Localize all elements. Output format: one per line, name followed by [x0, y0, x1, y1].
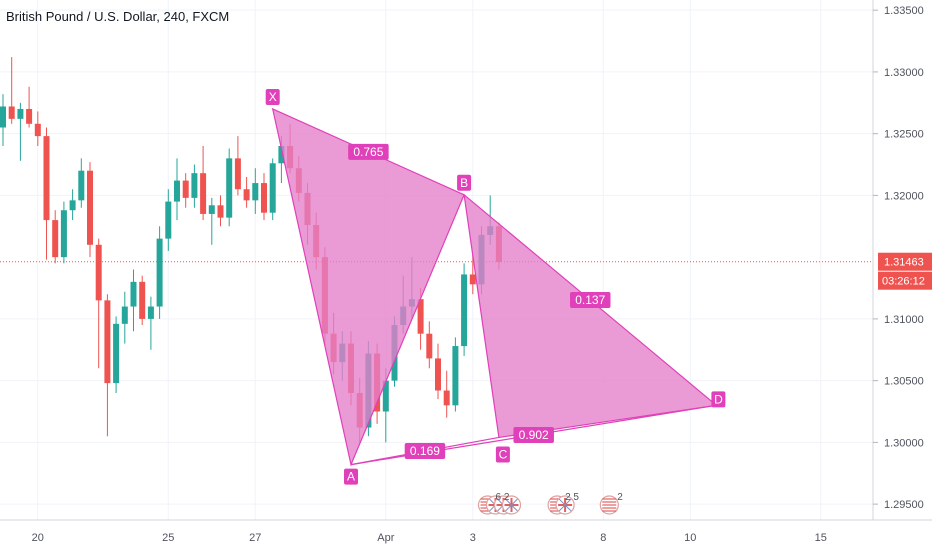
candle-body — [17, 108, 24, 119]
price-tick-label: 1.30000 — [884, 437, 924, 449]
candle-body — [234, 158, 241, 190]
event-count-label: 2 — [617, 492, 623, 503]
ratio-label: 0.137 — [575, 293, 605, 307]
time-tick-label: 15 — [815, 532, 827, 544]
candle-body — [200, 173, 207, 214]
pattern-point-label: A — [347, 470, 355, 484]
price-axis: 1.33500 1.33000 1.32500 1.32000 1.31000 1.305… — [873, 5, 924, 511]
candle-body — [417, 299, 424, 334]
candle-body — [243, 189, 250, 201]
price-tick-label: 1.31000 — [884, 314, 924, 326]
candle-body — [261, 183, 267, 213]
candle-body — [191, 173, 198, 198]
price-tick-label: 1.29500 — [884, 499, 924, 511]
time-axis: 20 25 27 Apr 3 8 10 15 — [32, 532, 827, 544]
ratio-label: 0.765 — [353, 145, 383, 159]
candle-body — [104, 300, 111, 384]
candle-body — [443, 390, 450, 406]
time-tick-label: 20 — [32, 532, 44, 544]
pattern-point-label: X — [269, 90, 277, 104]
candle-body — [382, 380, 389, 412]
last-price-marker: 1.31463 03:26:12 — [878, 252, 932, 290]
harmonic-pattern: 0.765 0.169 0.137 0.902 X A B C D — [265, 88, 726, 485]
pattern-point-label: B — [460, 176, 468, 190]
candle-body — [217, 205, 224, 218]
candle-body — [130, 281, 137, 307]
pattern-point-bg — [344, 468, 358, 485]
pattern-point-bg — [457, 174, 472, 191]
candle-body — [52, 220, 59, 258]
candle-body — [8, 106, 15, 119]
candle-body — [252, 183, 259, 201]
pattern-point-label: C — [499, 447, 508, 461]
candle-body — [43, 136, 50, 221]
price-tick-label: 1.33500 — [884, 5, 924, 17]
candle-body — [147, 306, 154, 319]
candle-body — [165, 201, 172, 239]
event-count-label: 6 2 — [496, 492, 510, 503]
events-layer: 6 2 2 5 2 — [477, 492, 623, 515]
ratio-label-bg — [570, 292, 611, 309]
candle-body — [278, 146, 285, 164]
last-price-value: 1.31463 — [884, 257, 924, 269]
candle-body — [208, 205, 215, 214]
candle-body — [26, 108, 33, 124]
pattern-point-bg — [495, 446, 510, 463]
candle-body — [469, 274, 476, 285]
candle-body — [226, 158, 233, 218]
time-tick-label: Apr — [377, 532, 394, 544]
time-tick-label: 27 — [249, 532, 261, 544]
countdown-value: 03:26:12 — [882, 276, 925, 288]
candle-body — [34, 123, 41, 137]
candle-body — [87, 170, 93, 245]
gb-flag-diag — [558, 498, 572, 512]
candle-body — [78, 170, 85, 201]
price-tick-label: 1.32000 — [884, 190, 924, 202]
candle-body — [113, 323, 120, 384]
event-count-label: 2 5 — [565, 492, 579, 503]
price-tick-label: 1.32500 — [884, 129, 924, 141]
ratio-label: 0.169 — [410, 444, 440, 458]
candle-body — [435, 358, 441, 391]
time-tick-label: 10 — [684, 532, 696, 544]
candle-body — [174, 180, 180, 202]
pattern-triangle-xab — [271, 107, 465, 467]
ratio-label-bg — [513, 426, 554, 443]
last-price-badge — [878, 252, 932, 271]
price-tick-label: 1.33000 — [884, 67, 924, 79]
candle-body — [182, 180, 189, 198]
time-tick-label: 8 — [600, 532, 606, 544]
chart-title: British Pound / U.S. Dollar, 240, FXCM — [6, 9, 230, 24]
candle-body — [0, 106, 6, 128]
candle-body — [452, 346, 459, 406]
pattern-point-bg — [265, 88, 280, 105]
candle-body — [121, 306, 128, 324]
price-tick-label: 1.30500 — [884, 376, 924, 388]
candle-body — [426, 333, 433, 359]
time-tick-label: 25 — [162, 532, 174, 544]
ratio-label-bg — [348, 143, 389, 160]
countdown-badge — [878, 271, 932, 290]
pattern-triangle-bcd — [463, 193, 718, 439]
candle-body — [269, 163, 276, 213]
candle-body — [69, 200, 76, 211]
candle-body — [60, 210, 67, 258]
candle-body — [139, 281, 146, 319]
pattern-point-bg — [711, 391, 726, 408]
candle-body — [156, 238, 163, 307]
time-tick-label: 3 — [470, 532, 476, 544]
pattern-point-label: D — [714, 392, 723, 406]
candle-body — [95, 244, 102, 301]
gb-flag-diag — [505, 498, 518, 512]
candle-body — [461, 274, 468, 347]
ratio-label: 0.902 — [519, 428, 549, 442]
ratio-label-bg — [404, 443, 446, 460]
